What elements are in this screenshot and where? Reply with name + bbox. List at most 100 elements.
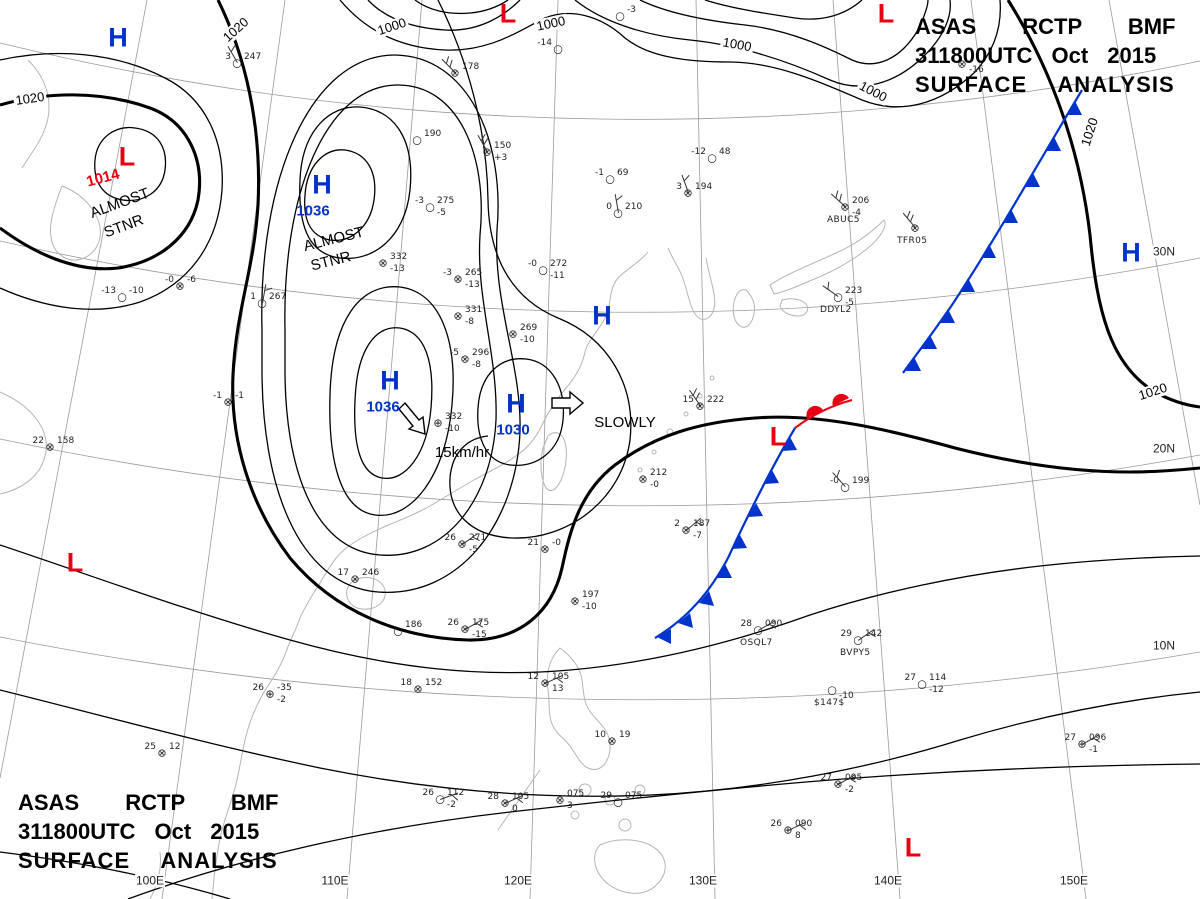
cold-front-central xyxy=(654,427,797,644)
cold-front-triangle xyxy=(922,335,937,349)
coast-lake-nw xyxy=(49,185,101,261)
station-tt: 26 xyxy=(252,683,264,693)
coast-ryukyu xyxy=(651,449,657,455)
parallel-40n xyxy=(0,42,1200,120)
station-sym: ⊗ xyxy=(833,777,843,791)
isobar xyxy=(437,0,632,539)
station-nm: ABUC5 xyxy=(827,215,860,225)
station-dd: 0 xyxy=(512,804,518,814)
coast-ryukyu xyxy=(683,411,689,417)
station-tt: 2 xyxy=(674,519,680,529)
station-pp: 69 xyxy=(617,168,629,178)
station-tt: -0 xyxy=(830,476,839,486)
station-tt: 21 xyxy=(527,538,539,548)
station-tt: -12 xyxy=(691,147,706,157)
low-symbol: L xyxy=(118,141,136,172)
coast-honshu xyxy=(769,219,886,295)
station-pp: 090 xyxy=(795,819,813,829)
title-product-id: ASAS RCTP BMF xyxy=(18,790,279,815)
warm-front-segment xyxy=(794,393,853,429)
coast-kyushu xyxy=(732,289,755,328)
station-sym: ○ xyxy=(117,290,127,304)
title-type: SURFACE ANALYSIS xyxy=(915,72,1175,98)
station-tt: 28 xyxy=(487,792,499,802)
station-sym: ○ xyxy=(833,290,843,304)
station-pp: 332 xyxy=(445,412,463,422)
station-sym: ⊗ xyxy=(695,399,705,413)
cold-front-triangle xyxy=(657,629,671,644)
station-pp: 075 xyxy=(625,791,643,801)
station-sym: ⊗ xyxy=(378,256,388,270)
station-sym: ○ xyxy=(553,42,563,56)
isobar-1020-bold xyxy=(0,93,202,271)
station-tt: 26 xyxy=(422,788,434,798)
station-pp: 187 xyxy=(693,519,711,529)
high-symbol: H xyxy=(312,169,332,200)
station-pp: -35 xyxy=(277,683,292,693)
station-sym: ○ xyxy=(257,296,267,310)
isobar-label: 1000 xyxy=(533,13,569,35)
cold-front-triangle xyxy=(699,591,714,606)
station-sym: ⊗ xyxy=(460,622,470,636)
station-tt: -13 xyxy=(101,286,116,296)
station-dd: -5 xyxy=(845,298,854,308)
isobar xyxy=(639,0,929,65)
station-tt: 10 xyxy=(594,730,606,740)
annotation-15km-hr: 15km/hr xyxy=(434,443,490,461)
station-dd: -1 xyxy=(1089,745,1098,755)
isobar-1032-loop xyxy=(299,106,412,260)
station-sym: ⊗ xyxy=(957,57,967,71)
station-sym: ⊗ xyxy=(175,279,185,293)
station-sym: ⊕ xyxy=(1077,737,1087,751)
station-sym: ⊗ xyxy=(482,145,492,159)
isobar xyxy=(0,52,223,310)
pressure-value: 1030 xyxy=(496,421,530,439)
station-pp: 12 xyxy=(169,742,181,752)
station-dd: -7 xyxy=(693,531,702,541)
station-pp: 222 xyxy=(707,395,725,405)
station-pp: -0 xyxy=(552,538,561,548)
chart-title-bottom-left: ASAS RCTP BMF 311800UTC Oct 2015 SURFACE… xyxy=(18,788,294,875)
station-dd: 3 xyxy=(567,801,573,811)
station-pp: 332 xyxy=(390,252,408,262)
station-pp: -6 xyxy=(187,275,196,285)
station-dd: -16 xyxy=(969,65,984,75)
coast-ryukyu xyxy=(637,467,643,473)
station-sym: ⊗ xyxy=(457,537,467,551)
high-symbol: H xyxy=(380,365,400,396)
cold-front-triangle xyxy=(1067,101,1082,115)
station-pp: 175 xyxy=(472,618,490,628)
cold-front-triangle xyxy=(732,535,747,549)
low-symbol: L xyxy=(66,547,84,578)
title-product-id: ASAS RCTP BMF xyxy=(915,14,1176,39)
coast-luzon xyxy=(546,647,611,771)
station-tt: 0 xyxy=(606,202,612,212)
station-sym: ○ xyxy=(917,677,927,691)
station-pp: 199 xyxy=(852,476,870,486)
grid-label-10n: 10N xyxy=(1151,638,1177,653)
grid-label-20n: 20N xyxy=(1151,441,1177,456)
grid-label-110e: 110E xyxy=(320,873,350,888)
station-tt: 26 xyxy=(444,533,456,543)
station-tt: -3 xyxy=(415,196,424,206)
station-dd: -4 xyxy=(852,208,861,218)
cold-front-triangle xyxy=(906,357,921,371)
high-symbol: H xyxy=(1121,237,1141,268)
station-sym: ⊗ xyxy=(157,746,167,760)
station-tt: 17 xyxy=(337,568,349,578)
station-pp: -10 xyxy=(129,286,144,296)
station-pp: 267 xyxy=(269,292,287,302)
isobar-label: 1020 xyxy=(12,89,48,109)
low-symbol: L xyxy=(904,832,922,863)
station-dd: 13 xyxy=(552,684,564,694)
meridian-120e xyxy=(529,0,559,899)
station-pp: 246 xyxy=(362,568,380,578)
station-dd: +3 xyxy=(494,153,508,163)
low-symbol: L xyxy=(499,0,517,29)
station-dd: -11 xyxy=(550,271,565,281)
station-dd: -10 xyxy=(839,691,854,701)
